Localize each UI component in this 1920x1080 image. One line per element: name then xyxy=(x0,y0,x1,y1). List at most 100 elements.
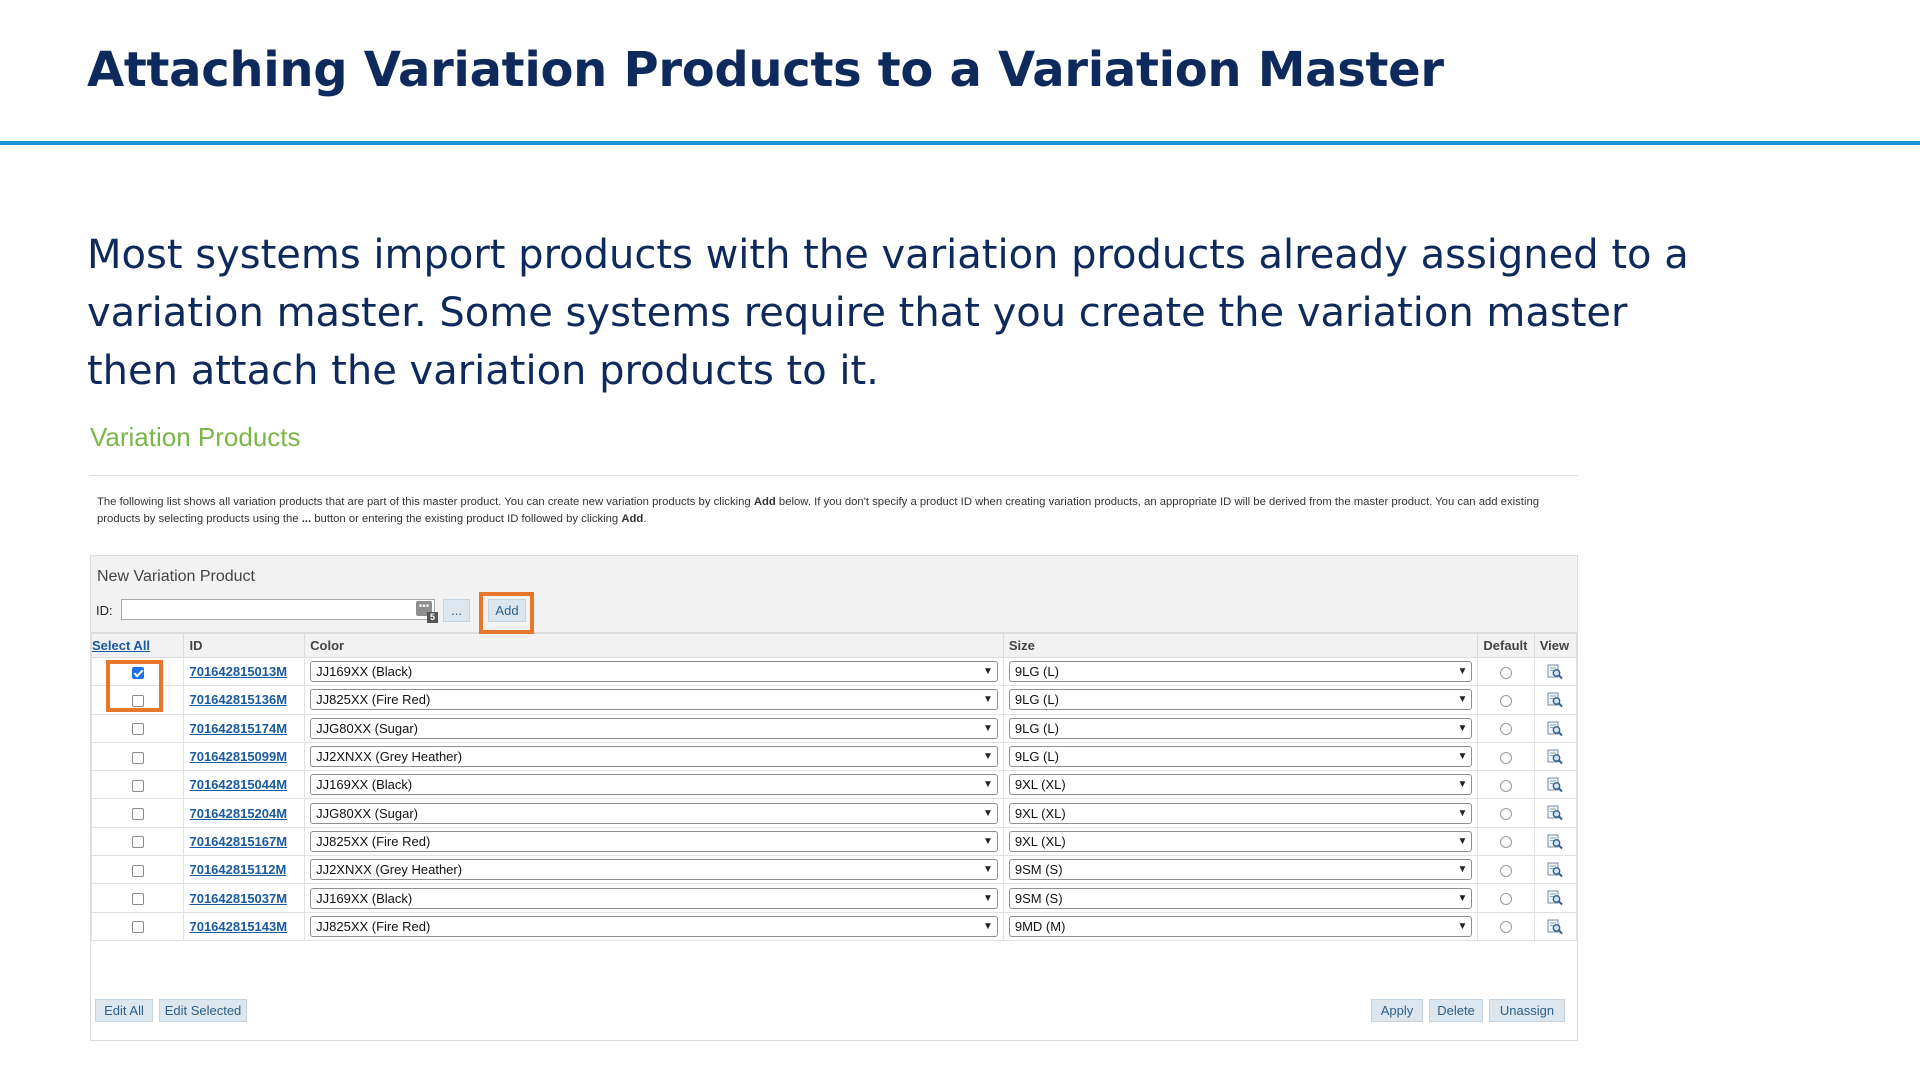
row-checkbox[interactable] xyxy=(131,808,144,821)
select-highlight-box xyxy=(106,660,163,712)
intro-add-1: Add xyxy=(753,496,776,508)
row-checkbox[interactable] xyxy=(131,666,144,679)
size-select[interactable]: 9SM (S) ▼ xyxy=(1008,859,1473,881)
row-select-cell xyxy=(90,741,185,772)
row-view-cell xyxy=(1533,770,1578,800)
edit-selected-button[interactable]: Edit Selected xyxy=(159,999,247,1022)
color-select-value: JJ169XX (Black) xyxy=(316,664,413,680)
browse-button[interactable]: ... xyxy=(443,599,470,622)
row-default-cell xyxy=(1477,685,1535,715)
row-default-cell xyxy=(1477,883,1535,913)
row-id-cell: 701642815013M xyxy=(183,656,306,687)
input-picker-wrap[interactable]: ••• 5 xyxy=(416,601,438,623)
size-select[interactable]: 9XL (XL) ▼ xyxy=(1008,774,1473,796)
row-size-cell: 9SM (S) ▼ xyxy=(1002,855,1479,885)
row-default-cell xyxy=(1477,826,1535,857)
magnifier-document-icon[interactable] xyxy=(1547,919,1564,935)
default-radio[interactable] xyxy=(1500,893,1513,906)
product-id-link[interactable]: 701642815174M xyxy=(189,720,288,736)
id-input[interactable] xyxy=(121,599,435,620)
magnifier-document-icon[interactable] xyxy=(1547,890,1564,906)
product-id-link[interactable]: 701642815136M xyxy=(189,692,288,708)
size-select[interactable]: 9LG (L) ▼ xyxy=(1008,717,1473,739)
default-radio[interactable] xyxy=(1500,723,1513,736)
magnifier-document-icon[interactable] xyxy=(1547,664,1564,680)
product-id-link[interactable]: 701642815099M xyxy=(189,749,288,765)
color-select-value: JJG80XX (Sugar) xyxy=(316,805,418,821)
color-select[interactable]: JJ2XNXX (Grey Heather) ▼ xyxy=(310,859,998,881)
default-radio[interactable] xyxy=(1500,666,1513,679)
magnifier-document-icon[interactable] xyxy=(1547,862,1564,878)
row-checkbox[interactable] xyxy=(131,695,144,707)
magnifier-document-icon[interactable] xyxy=(1547,749,1564,765)
row-checkbox[interactable] xyxy=(131,864,144,877)
chevron-down-icon: ▼ xyxy=(982,751,993,763)
table-row: 701642815044M JJ169XX (Black) ▼ 9XL (XL) ▼ xyxy=(90,770,1578,800)
row-checkbox[interactable] xyxy=(131,893,144,906)
magnifier-document-icon[interactable] xyxy=(1547,834,1564,850)
size-header: Size xyxy=(1002,633,1479,658)
row-default-cell xyxy=(1477,656,1535,687)
product-id-link[interactable]: 701642815143M xyxy=(189,918,288,934)
row-select-cell xyxy=(90,713,185,743)
row-color-cell: JJ169XX (Black) ▼ xyxy=(304,883,1004,913)
product-id-link[interactable]: 701642815044M xyxy=(189,777,288,793)
row-size-cell: 9LG (L) ▼ xyxy=(1002,741,1479,772)
color-select[interactable]: JJ2XNXX (Grey Heather) ▼ xyxy=(310,746,998,768)
row-checkbox[interactable] xyxy=(131,921,144,934)
unassign-button[interactable]: Unassign xyxy=(1489,999,1565,1022)
size-select-value: 9MD (M) xyxy=(1014,918,1066,934)
add-button[interactable]: Add xyxy=(488,599,526,622)
default-radio[interactable] xyxy=(1500,921,1513,934)
chevron-down-icon: ▼ xyxy=(982,722,993,734)
row-default-cell xyxy=(1477,741,1535,772)
row-checkbox[interactable] xyxy=(131,723,144,736)
color-select[interactable]: JJ169XX (Black) ▼ xyxy=(310,774,998,796)
row-size-cell: 9LG (L) ▼ xyxy=(1002,713,1479,743)
row-checkbox[interactable] xyxy=(131,779,144,792)
default-radio[interactable] xyxy=(1500,695,1513,707)
size-select[interactable]: 9LG (L) ▼ xyxy=(1008,661,1473,683)
size-select[interactable]: 9MD (M) ▼ xyxy=(1008,915,1473,937)
color-select[interactable]: JJ825XX (Fire Red) ▼ xyxy=(310,915,998,937)
size-select-value: 9XL (XL) xyxy=(1014,777,1066,793)
size-select[interactable]: 9LG (L) ▼ xyxy=(1008,689,1473,711)
select-all-link[interactable]: Select All xyxy=(92,638,151,653)
intro-add-2: Add xyxy=(621,513,644,525)
row-size-cell: 9XL (XL) ▼ xyxy=(1002,798,1479,828)
color-select[interactable]: JJ169XX (Black) ▼ xyxy=(310,887,998,909)
size-select[interactable]: 9XL (XL) ▼ xyxy=(1008,802,1473,824)
row-checkbox[interactable] xyxy=(131,751,144,764)
default-radio[interactable] xyxy=(1500,836,1513,849)
edit-all-button[interactable]: Edit All xyxy=(95,999,153,1022)
default-radio[interactable] xyxy=(1500,864,1513,877)
default-radio[interactable] xyxy=(1500,808,1513,821)
magnifier-document-icon[interactable] xyxy=(1547,721,1564,737)
color-select-value: JJ169XX (Black) xyxy=(316,777,413,793)
apply-button[interactable]: Apply xyxy=(1371,999,1423,1022)
color-select[interactable]: JJG80XX (Sugar) ▼ xyxy=(310,717,998,739)
default-radio[interactable] xyxy=(1500,779,1513,792)
default-radio[interactable] xyxy=(1500,751,1513,764)
delete-button[interactable]: Delete xyxy=(1429,999,1483,1022)
intro-text-3: button or entering the existing product … xyxy=(311,513,622,525)
size-select[interactable]: 9SM (S) ▼ xyxy=(1008,887,1473,909)
size-select[interactable]: 9XL (XL) ▼ xyxy=(1008,830,1473,852)
color-select[interactable]: JJG80XX (Sugar) ▼ xyxy=(310,802,998,824)
color-select[interactable]: JJ169XX (Black) ▼ xyxy=(310,661,998,683)
chevron-down-icon: ▼ xyxy=(1457,920,1468,932)
row-checkbox[interactable] xyxy=(131,836,144,849)
color-select[interactable]: JJ825XX (Fire Red) ▼ xyxy=(310,830,998,852)
chevron-down-icon: ▼ xyxy=(982,666,993,678)
product-id-link[interactable]: 701642815112M xyxy=(189,862,287,878)
product-id-link[interactable]: 701642815167M xyxy=(189,833,288,849)
magnifier-document-icon[interactable] xyxy=(1547,805,1564,821)
color-select-value: JJ2XNXX (Grey Heather) xyxy=(316,749,463,765)
magnifier-document-icon[interactable] xyxy=(1547,692,1564,708)
product-id-link[interactable]: 701642815037M xyxy=(189,890,288,906)
magnifier-document-icon[interactable] xyxy=(1547,777,1564,793)
product-id-link[interactable]: 701642815204M xyxy=(189,805,288,821)
size-select[interactable]: 9LG (L) ▼ xyxy=(1008,746,1473,768)
color-select[interactable]: JJ825XX (Fire Red) ▼ xyxy=(310,689,998,711)
product-id-link[interactable]: 701642815013M xyxy=(189,664,288,680)
